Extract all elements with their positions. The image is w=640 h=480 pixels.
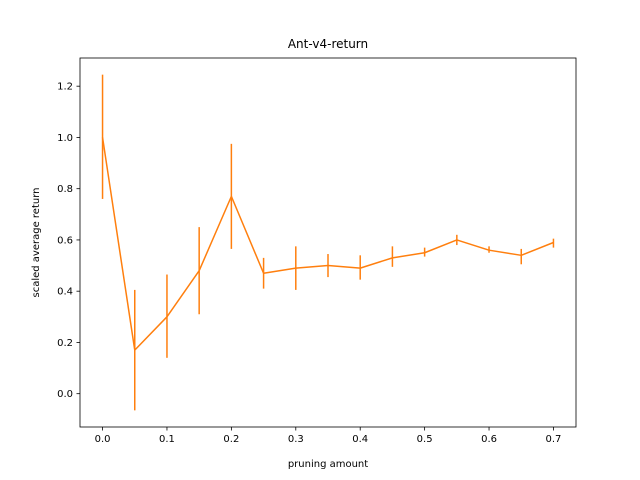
plot-area: [101, 74, 555, 411]
y-tick-label: 1.2: [57, 82, 73, 93]
x-tick-label: 0.6: [481, 434, 497, 445]
x-axis-label: pruning amount: [288, 459, 368, 470]
x-axis: 0.0 0.1 0.2 0.3 0.4 0.5 0.6 0.7: [95, 427, 562, 445]
y-tick-label: 1.0: [57, 133, 73, 144]
x-tick-label: 0.2: [223, 434, 239, 445]
x-tick-label: 0.7: [546, 434, 562, 445]
x-tick-label: 0.5: [417, 434, 433, 445]
y-axis: 0.0 0.2 0.4 0.6 0.8 1.0 1.2: [57, 82, 80, 400]
y-tick-label: 0.0: [57, 389, 73, 400]
chart-title: Ant-v4-return: [288, 37, 368, 51]
y-tick-label: 0.6: [57, 235, 73, 246]
axes-frame: [79, 57, 577, 428]
x-tick-label: 0.3: [288, 434, 304, 445]
x-tick-label: 0.1: [159, 434, 175, 445]
x-tick-label: 0.0: [95, 434, 111, 445]
x-tick-label: 0.4: [352, 434, 368, 445]
y-tick-label: 0.2: [57, 338, 73, 349]
y-tick-label: 0.4: [57, 287, 73, 298]
y-tick-label: 0.8: [57, 184, 73, 195]
y-axis-label: scaled average return: [31, 188, 42, 298]
mean-return-line: [101, 137, 554, 351]
